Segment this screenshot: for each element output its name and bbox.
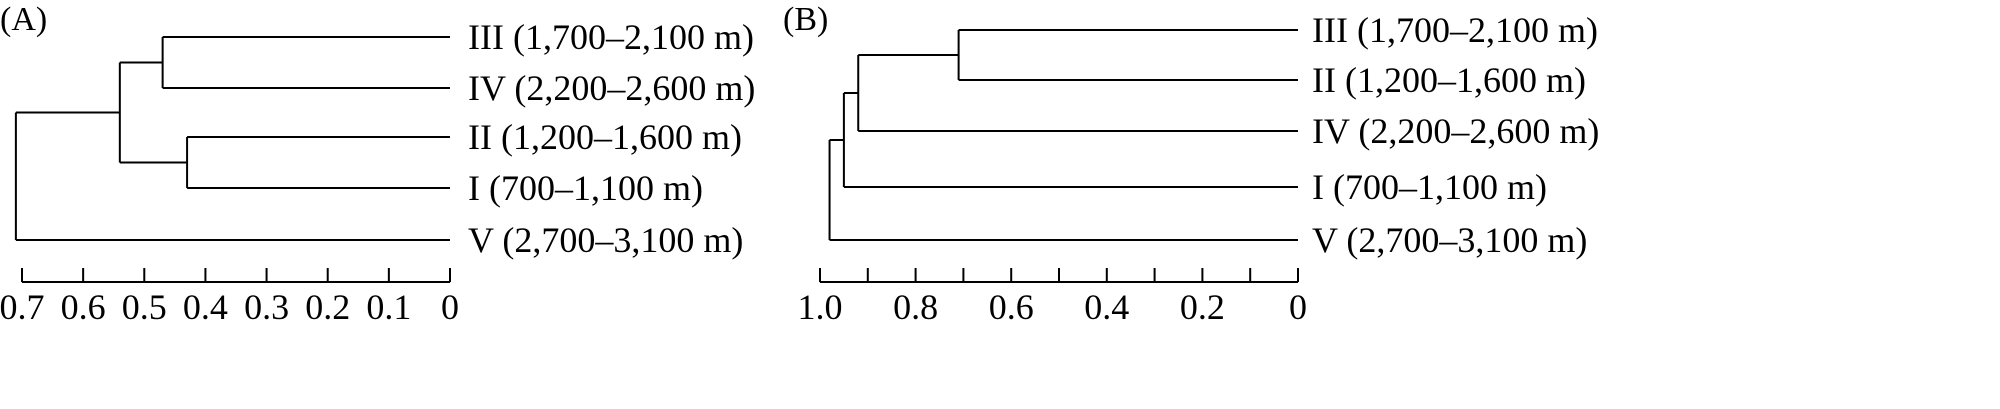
x-tick-label: 0.2 xyxy=(305,287,350,327)
leaf-label: I (700–1,100 m) xyxy=(468,168,703,208)
x-tick-label: 0 xyxy=(441,287,459,327)
panel-label: (B) xyxy=(783,1,828,38)
x-tick-label: 0.6 xyxy=(989,287,1034,327)
dendrogram-panel-b: (B) III (1,700–2,100 m) II (1,200–1,600 m)… xyxy=(783,1,1599,327)
x-tick-label: 0.5 xyxy=(122,287,167,327)
x-tick-label: 0.7 xyxy=(0,287,45,327)
dendrogram-panel-a: (A) III (1,700–2,100 m) IV (2,200–2,600 m)… xyxy=(0,1,755,327)
x-tick-label: 0 xyxy=(1289,287,1307,327)
x-tick-label: 0.8 xyxy=(893,287,938,327)
x-tick-label: 0.1 xyxy=(366,287,411,327)
leaf-label: IV (2,200–2,600 m) xyxy=(1312,111,1599,151)
x-tick-label: 0.2 xyxy=(1180,287,1225,327)
leaf-label: III (1,700–2,100 m) xyxy=(1312,10,1598,50)
panel-label: (A) xyxy=(0,1,47,38)
leaf-label: V (2,700–3,100 m) xyxy=(468,220,743,260)
x-tick-label: 0.4 xyxy=(183,287,228,327)
x-tick-label: 0.4 xyxy=(1084,287,1129,327)
leaf-label: IV (2,200–2,600 m) xyxy=(468,68,755,108)
x-tick-label: 0.6 xyxy=(61,287,106,327)
leaf-label: II (1,200–1,600 m) xyxy=(1312,60,1586,100)
leaf-label: II (1,200–1,600 m) xyxy=(468,117,742,157)
x-tick-label: 1.0 xyxy=(798,287,843,327)
x-tick-label: 0.3 xyxy=(244,287,289,327)
leaf-label: III (1,700–2,100 m) xyxy=(468,17,754,57)
leaf-label: I (700–1,100 m) xyxy=(1312,167,1547,207)
leaf-label: V (2,700–3,100 m) xyxy=(1312,220,1587,260)
